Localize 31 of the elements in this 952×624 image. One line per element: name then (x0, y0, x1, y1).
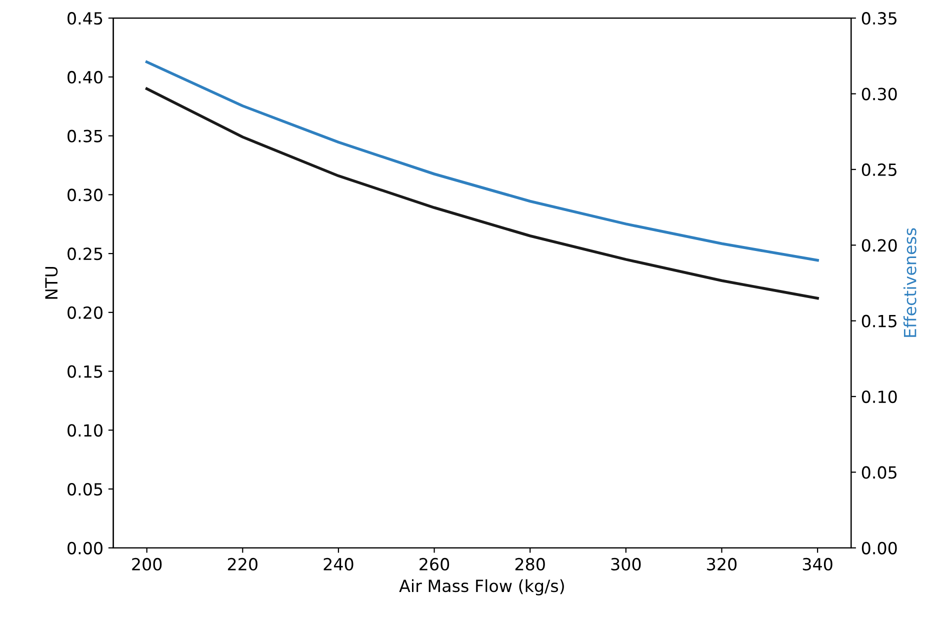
x-axis-title: Air Mass Flow (kg/s) (399, 579, 564, 596)
x-tick-label: 300 (611, 558, 641, 570)
x-tick-label: 240 (324, 558, 354, 570)
y2-tick-label: 0.00 (862, 542, 897, 554)
x-tick-label: 340 (802, 558, 832, 570)
line-series (145, 60, 819, 262)
y2-tick-label: 0.20 (862, 239, 897, 252)
y-tick-label: 0.15 (68, 365, 102, 378)
y-tick-label: 0.05 (68, 482, 102, 496)
y2-tick-label: 0.35 (862, 12, 896, 25)
y2-tick-label: 0.05 (862, 466, 896, 479)
y-axis-title: NTU (45, 267, 58, 299)
y-tick-label: 0.30 (68, 188, 102, 202)
y-tick-label: 0.35 (68, 130, 102, 142)
x-tick-label: 200 (132, 558, 162, 570)
line-series (145, 87, 819, 300)
y-tick-label: 0.45 (68, 12, 102, 25)
y-tick-label: 0.40 (68, 70, 102, 84)
y-tick-label: 0.10 (68, 424, 102, 437)
y-tick-label: 0.20 (68, 306, 102, 319)
x-tick-label: 260 (420, 558, 450, 570)
y2-tick-label: 0.15 (862, 314, 896, 328)
y-tick-label: 0.25 (68, 248, 102, 260)
y2-tick-label: 0.25 (862, 163, 896, 176)
y2-tick-label: 0.30 (862, 88, 897, 100)
x-tick-label: 220 (228, 558, 258, 570)
x-tick-label: 320 (707, 558, 737, 570)
y2-tick-label: 0.10 (862, 390, 897, 404)
y2-axis-title: Effectiveness (903, 228, 916, 337)
x-tick-label: 280 (515, 558, 545, 570)
y-tick-label: 0.00 (68, 542, 102, 554)
